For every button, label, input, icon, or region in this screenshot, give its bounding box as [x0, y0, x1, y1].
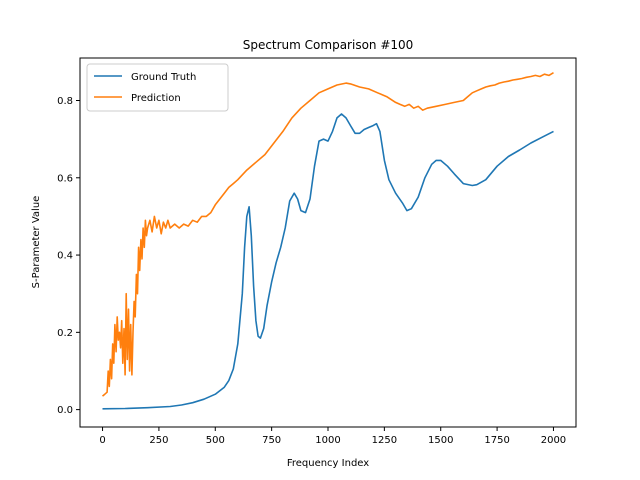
x-tick-label: 2000 [541, 435, 566, 446]
legend-box [86, 63, 229, 112]
y-axis-label: S-Parameter Value [31, 196, 42, 289]
y-tick-label: 0.2 [57, 328, 73, 339]
axes-frame [79, 57, 577, 428]
chart-title: Spectrum Comparison #100 [243, 38, 414, 52]
legend-label-ground-truth: Ground Truth [131, 72, 196, 83]
x-tick-label: 1750 [484, 435, 509, 446]
y-axis-ticks: 0.0 0.2 0.4 0.6 0.8 [57, 96, 80, 416]
x-tick-label: 500 [206, 435, 225, 446]
x-axis-label: Frequency Index [287, 458, 369, 469]
x-tick-label: 0 [99, 435, 105, 446]
plot-lines [101, 72, 554, 410]
y-tick-label: 0.0 [57, 405, 73, 416]
x-tick-label: 1250 [372, 435, 397, 446]
x-axis-ticks: 0 250 500 750 1000 1250 1500 1750 2000 [99, 427, 566, 446]
y-tick-label: 0.4 [57, 251, 73, 262]
legend: Ground Truth Prediction [86, 63, 229, 112]
x-tick-label: 250 [149, 435, 168, 446]
x-tick-label: 750 [262, 435, 281, 446]
series-line-ground-truth [102, 113, 554, 410]
x-tick-label: 1000 [315, 435, 340, 446]
series-line-prediction [101, 72, 554, 397]
y-tick-label: 0.8 [57, 96, 73, 107]
y-tick-label: 0.6 [57, 173, 73, 184]
x-tick-label: 1500 [428, 435, 453, 446]
legend-label-prediction: Prediction [131, 93, 181, 104]
